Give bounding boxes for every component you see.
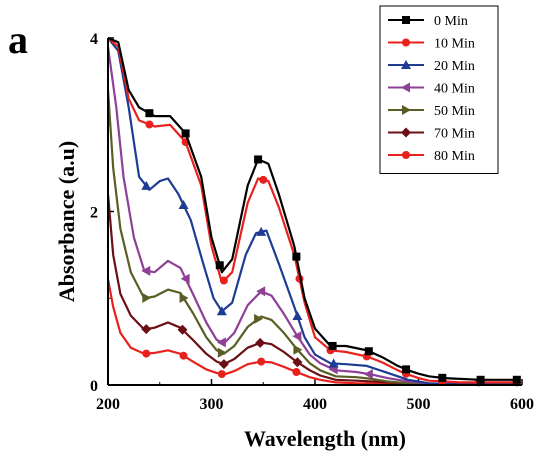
data-point [257, 357, 266, 366]
y-axis-title: Absorbance (a.u) [54, 141, 79, 302]
data-point [215, 261, 224, 270]
data-point [363, 369, 373, 380]
legend-label: 0 Min [434, 14, 468, 29]
legend-entry: 80 Min [388, 149, 475, 164]
y-tick-label: 0 [90, 378, 98, 395]
series-line [107, 36, 517, 381]
y-tick-label: 4 [90, 31, 98, 48]
legend-entry: 10 Min [388, 37, 475, 52]
data-point [178, 199, 189, 209]
data-point [292, 331, 302, 342]
data-point [259, 175, 268, 184]
x-tick-label: 300 [200, 396, 224, 413]
legend-label: 40 Min [434, 82, 475, 97]
series-80-min [106, 278, 517, 386]
data-point [438, 373, 447, 382]
data-point [145, 120, 154, 129]
series-0-min [107, 36, 521, 384]
legend-marker [401, 127, 411, 138]
data-point [217, 347, 227, 358]
legend-marker [401, 82, 410, 93]
series-line [107, 37, 517, 386]
data-point [292, 367, 301, 376]
data-point [179, 293, 189, 304]
data-point [255, 337, 266, 348]
data-point [181, 129, 190, 138]
legend-label: 10 Min [434, 37, 475, 52]
data-point [292, 357, 303, 368]
legend-marker [402, 38, 410, 47]
legend-marker [402, 105, 411, 115]
legend-box [379, 5, 499, 174]
legend-marker [402, 16, 410, 24]
data-point [328, 358, 339, 368]
data-point [179, 351, 188, 360]
series-layer [106, 36, 521, 387]
legend: 0 Min 10 Min 20 Min 40 Min 50 Min 70 Min 80 Mi… [379, 5, 499, 174]
legend-entry: 70 Min [388, 127, 475, 142]
series-70-min [106, 194, 517, 386]
legend-entry: 50 Min [388, 104, 475, 119]
data-point [364, 347, 373, 356]
data-point [512, 375, 521, 384]
data-point [216, 337, 226, 348]
data-point [145, 109, 154, 118]
data-point [218, 359, 229, 370]
series-50-min [106, 90, 517, 386]
data-point [142, 349, 151, 358]
data-point [180, 273, 190, 284]
legend-label: 50 Min [434, 104, 475, 119]
legend-marker [402, 151, 410, 159]
data-point [254, 313, 264, 324]
x-tick-label: 400 [303, 396, 327, 413]
data-point [256, 226, 267, 236]
x-tick-label: 500 [407, 396, 431, 413]
x-tick-label: 200 [96, 396, 120, 413]
data-point [177, 324, 188, 335]
data-point [256, 286, 266, 297]
data-point [142, 292, 152, 303]
data-point [292, 252, 301, 261]
legend-marker [401, 60, 411, 69]
data-point [254, 155, 263, 164]
legend-label: 70 Min [434, 127, 475, 142]
axes-layer [107, 38, 522, 386]
legend-entry: 20 Min [388, 59, 475, 74]
data-point [219, 276, 228, 285]
legend-entry: 40 Min [388, 82, 475, 97]
legend-label: 20 Min [434, 59, 475, 74]
data-point [476, 375, 485, 384]
x-tick-label: 600 [510, 396, 534, 413]
data-point [293, 344, 303, 355]
data-point [141, 324, 152, 335]
data-point [328, 341, 337, 350]
panel-label: a [8, 17, 28, 62]
y-tick-label: 2 [90, 205, 98, 222]
data-point [292, 311, 303, 321]
data-point [402, 365, 411, 374]
data-point [141, 265, 151, 276]
series-20-min [107, 37, 517, 386]
x-axis-title: Wavelength (nm) [244, 426, 406, 451]
legend-label: 80 Min [434, 149, 475, 164]
data-point [141, 180, 152, 190]
data-point [217, 370, 226, 379]
data-point [216, 306, 227, 316]
legend-entry: 0 Min [388, 14, 468, 29]
